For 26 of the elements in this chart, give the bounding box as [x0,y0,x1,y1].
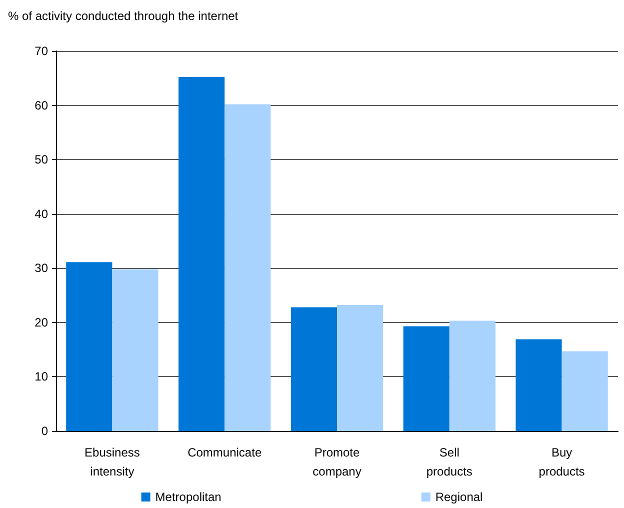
bar [403,326,450,431]
bar [290,307,337,431]
y-tick-label: 40 [34,206,48,221]
bar [178,77,225,431]
bar [337,305,384,431]
legend-label: Metropolitan [155,490,222,504]
y-tick-label: 70 [34,44,48,58]
x-tick-label: Sell products [426,446,472,478]
legend-label: Regional [435,490,483,504]
bar [562,351,608,431]
y-tick-label: 60 [34,98,48,112]
bar [449,320,496,431]
x-tick-label: Ebusiness intensity [84,446,140,478]
y-axis-title: % of activity conducted through the internet [8,9,239,23]
x-tick-label: Buy products [538,446,585,478]
y-tick-label: 10 [34,370,48,384]
bar [516,339,562,431]
x-tick-label: Communicate [188,446,262,460]
y-tick-label: 30 [34,261,48,276]
x-tick-label: Promote company [312,446,362,478]
bar [112,269,158,431]
y-tick-label: 0 [41,424,48,438]
y-tick-label: 50 [34,152,48,167]
bar [66,262,112,431]
bar [224,104,271,431]
y-tick-label: 20 [34,315,48,330]
